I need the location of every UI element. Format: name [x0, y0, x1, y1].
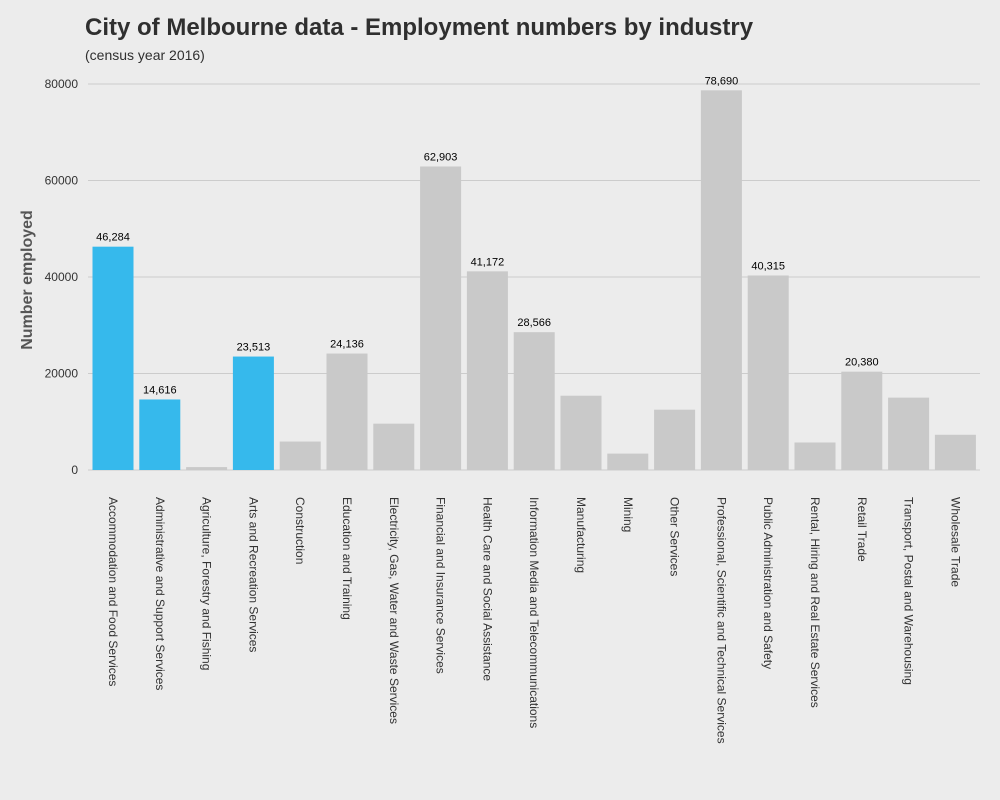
bar	[560, 395, 602, 470]
data-label: 46,284	[96, 232, 130, 244]
y-axis-ticks: 0 20000 40000 60000 80000	[45, 77, 79, 477]
x-tick-label: Agriculture, Forestry and Fishing	[200, 497, 214, 670]
x-tick-label: Financial and Insurance Services	[434, 497, 448, 674]
data-label: 23,513	[237, 342, 271, 354]
x-tick-label: Professional, Scientific and Technical S…	[714, 497, 728, 744]
x-tick-label: Wholesale Trade	[948, 497, 962, 587]
bar	[92, 246, 134, 470]
bar	[888, 397, 930, 470]
y-tick-label: 80000	[45, 77, 79, 91]
x-tick-label: Rental, Hiring and Real Estate Services	[808, 497, 822, 708]
bars	[92, 90, 976, 471]
data-label: 24,136	[330, 339, 364, 351]
bar	[513, 332, 555, 470]
bar	[232, 356, 274, 470]
bar	[139, 399, 181, 470]
y-tick-label: 20000	[45, 367, 79, 381]
bar	[794, 442, 836, 470]
bar	[934, 434, 976, 470]
x-tick-label: Health Care and Social Assistance	[480, 497, 494, 681]
x-tick-label: Arts and Recreation Services	[246, 497, 260, 652]
data-label: 40,315	[751, 260, 785, 272]
bar	[466, 271, 508, 470]
x-tick-label: Construction	[293, 497, 307, 564]
y-tick-label: 60000	[45, 174, 79, 188]
x-axis-ticks: Accommodation and Food Services Administr…	[106, 497, 962, 744]
data-label: 62,903	[424, 151, 458, 163]
data-label: 20,380	[845, 357, 879, 369]
bar	[607, 453, 649, 470]
y-tick-label: 0	[71, 463, 78, 477]
chart-title: City of Melbourne data - Employment numb…	[85, 14, 754, 41]
bar	[747, 275, 789, 470]
y-axis-label: Number employed	[19, 210, 36, 350]
bar	[654, 409, 696, 470]
data-label: 14,616	[143, 384, 177, 396]
bar	[420, 166, 462, 470]
x-tick-label: Retail Trade	[855, 497, 869, 562]
x-tick-label: Administrative and Support Services	[153, 497, 167, 690]
data-label: 28,566	[517, 317, 551, 329]
x-tick-label: Manufacturing	[574, 497, 588, 573]
bar	[841, 371, 883, 470]
bar	[326, 353, 368, 470]
x-tick-label: Transport, Postal and Warehousing	[902, 497, 916, 685]
data-label: 41,172	[471, 256, 505, 268]
bar	[373, 423, 415, 470]
x-tick-label: Education and Training	[340, 497, 354, 620]
x-tick-label: Public Administration and Safety	[761, 497, 775, 669]
bar	[279, 441, 321, 470]
chart-subtitle: (census year 2016)	[85, 47, 205, 63]
bar	[186, 467, 228, 470]
bar	[700, 90, 742, 471]
x-tick-label: Mining	[621, 497, 635, 532]
x-tick-label: Accommodation and Food Services	[106, 497, 120, 686]
y-tick-label: 40000	[45, 270, 79, 284]
x-tick-label: Other Services	[668, 497, 682, 576]
x-tick-label: Electricity, Gas, Water and Waste Servic…	[387, 497, 401, 724]
data-label: 78,690	[705, 75, 739, 87]
data-labels: 46,284 14,616 23,513 24,136 62,903 41,172 28,5…	[96, 75, 878, 396]
x-tick-label: Information Media and Telecommunications	[527, 497, 541, 728]
